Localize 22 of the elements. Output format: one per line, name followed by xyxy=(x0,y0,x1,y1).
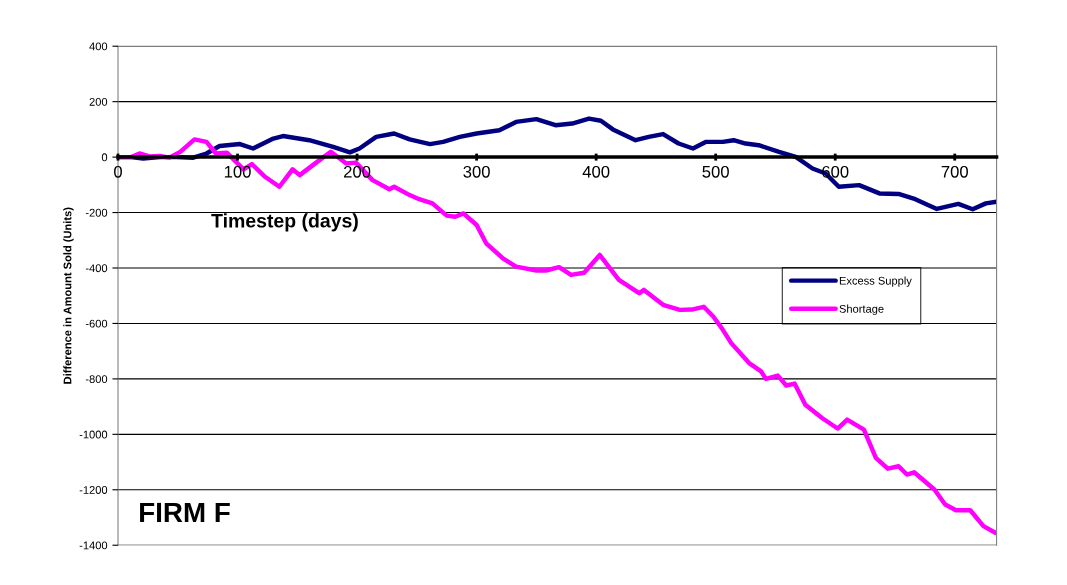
y-axis-title: Difference in Amount Sold (Units) xyxy=(63,207,74,384)
y-tick-label: 200 xyxy=(89,97,108,106)
y-tick-label: -800 xyxy=(85,375,108,384)
x-tick-label: 700 xyxy=(941,165,968,178)
x-tick-label: 600 xyxy=(822,165,849,178)
x-tick-label: 0 xyxy=(114,165,122,178)
legend-label: Excess Supply xyxy=(839,276,912,287)
y-tick-label: -1000 xyxy=(79,430,108,439)
y-tick-label: 400 xyxy=(89,42,108,51)
y-tick-label: -400 xyxy=(85,264,108,273)
x-tick-label: 100 xyxy=(224,165,251,178)
x-tick-label: 400 xyxy=(582,165,610,178)
x-tick-label: 500 xyxy=(702,165,729,178)
x-axis-title: Timestep (days) xyxy=(211,213,358,232)
y-tick-label: -1200 xyxy=(79,486,108,494)
y-tick-label: 0 xyxy=(101,153,108,162)
y-tick-label: -200 xyxy=(85,208,108,217)
y-tick-label: -600 xyxy=(85,319,108,328)
x-tick-label: 300 xyxy=(463,165,490,178)
y-tick-label: -1400 xyxy=(79,541,108,550)
legend-label: Shortage xyxy=(839,304,884,315)
annotation: FIRM F xyxy=(140,502,230,522)
